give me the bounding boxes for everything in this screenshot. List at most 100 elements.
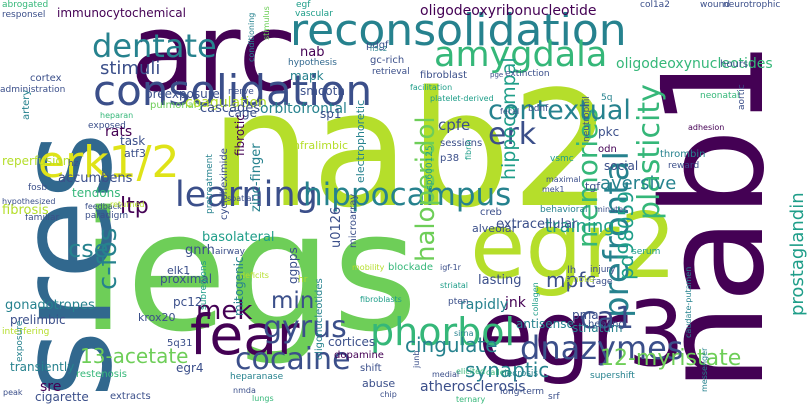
word-administration: administration — [0, 85, 66, 95]
word-rage: rage — [592, 277, 613, 287]
word-pulmonary: pulmonary — [150, 100, 204, 111]
word-cascades: cascades — [200, 101, 261, 116]
word-acetate13: 13-acetate — [80, 344, 189, 368]
word-atf3: atf3 — [124, 147, 146, 160]
word-elicited: elicited — [456, 367, 486, 376]
word-social: social — [604, 159, 639, 173]
word-cycloheximide: cycloheximide — [219, 148, 230, 220]
word-abrogated: abrogated — [2, 0, 49, 10]
word-tendons: tendons — [72, 186, 121, 200]
word-rapidly: rapidly — [460, 297, 509, 313]
word-prostaglandin: prostaglandin — [787, 192, 808, 316]
word-feedback: feedback — [85, 202, 122, 211]
word-training: training — [545, 216, 615, 237]
word-sirna: sirna — [454, 329, 474, 338]
word-igf1r: igf-1r — [440, 263, 461, 272]
word-col1a2: col1a2 — [640, 0, 670, 10]
word-reward: reward — [668, 161, 700, 171]
word-chip: chip — [380, 390, 397, 399]
word-ltp: ltp — [120, 194, 149, 219]
word-task: task — [120, 134, 146, 148]
word-antisense: antisense — [516, 317, 574, 331]
word-phorbol: phorbol — [370, 310, 516, 354]
word-restenosis: restenosis — [76, 369, 127, 380]
word-behavioral: behavioral — [540, 205, 588, 215]
word-fibrotic: fibrotic — [233, 114, 247, 156]
word-fibroblast: fibroblast — [420, 70, 468, 81]
word-cage: cage — [228, 106, 257, 120]
word-spatial: spatial — [227, 194, 254, 203]
word-q31: 5q31 — [167, 338, 193, 349]
word-adhesion: adhesion — [688, 123, 725, 132]
word-fibroblasts-b: fibroblasts — [360, 295, 402, 304]
word-heparan: heparan — [100, 111, 134, 120]
word-sp1: sp1 — [320, 107, 342, 121]
word-dentate: dentate — [92, 27, 217, 65]
word-heparanase: heparanase — [230, 372, 284, 382]
word-mek1: mek1 — [542, 185, 565, 194]
word-mitogenic: mitogenic — [232, 256, 246, 316]
word-airway: airway — [215, 247, 245, 257]
word-collagen: collagen — [531, 282, 540, 316]
word-proximal: proximal — [160, 272, 213, 286]
word-interfering: interfering — [2, 327, 50, 337]
word-exposed: exposed — [88, 121, 126, 131]
word-pma: pma — [572, 308, 599, 322]
word-krox20: krox20 — [138, 311, 176, 324]
word-neutrophil: neutrophil — [582, 96, 592, 142]
word-lungs: lungs — [252, 394, 274, 403]
word-egf: egf — [296, 0, 311, 10]
word-vascular: vascular — [295, 9, 333, 19]
word-ternary: ternary — [456, 395, 486, 404]
word-arc: arc — [130, 0, 298, 116]
word-prelimbic: prelimbic — [10, 313, 66, 327]
word-lasting: lasting — [478, 273, 522, 288]
word-smoke: smoke — [565, 275, 595, 285]
word-atherosclerosis: atherosclerosis — [420, 379, 526, 395]
word-microarray: microarray — [348, 193, 359, 248]
word-egr2: egr2 — [470, 194, 677, 299]
word-hippocampus: hippocampus — [303, 177, 512, 213]
word-peak: peak — [3, 388, 23, 397]
word-medial: medial — [432, 370, 460, 379]
word-necrosis: necrosis — [501, 369, 539, 379]
word-electrophoretic: electrophoretic — [354, 99, 367, 183]
word-minutes: minutes — [595, 205, 628, 214]
word-facilitation: facilitation — [410, 83, 453, 92]
word-cingulate: cingulate — [405, 333, 498, 357]
word-basolateral: basolateral — [202, 230, 275, 245]
word-immuno: immunocytochemical — [57, 6, 186, 20]
word-min: min — [271, 288, 315, 314]
word-tgf: tgf — [585, 180, 601, 193]
word-striatal: striatal — [440, 281, 468, 290]
word-messenger: messenger — [700, 347, 709, 392]
word-cse: cse — [68, 235, 109, 263]
word-erk1-2: erk1/2 — [38, 137, 180, 188]
word-injury: injury — [590, 265, 616, 275]
word-mek: mek — [196, 296, 253, 326]
word-gonadotropes: gonadotropes — [5, 298, 95, 313]
word-oligonucleotides: oligonucleotides — [314, 278, 325, 360]
word-maximal: maximal — [546, 175, 581, 184]
word-reperfusion: reperfusion — [2, 154, 71, 168]
word-jnk: jnk — [505, 295, 526, 311]
word-odn: odn — [598, 144, 617, 155]
word-retrieval: retrieval — [372, 67, 410, 77]
word-cocaine: cocaine — [235, 342, 351, 377]
word-pretreatment: pretreatment — [205, 154, 215, 214]
word-pc12: pc12 — [173, 295, 203, 309]
word-iegs: iegs — [80, 176, 419, 368]
word-synaptic: synaptic — [465, 358, 550, 382]
word-calleja: calleja — [486, 368, 512, 377]
word-pge: pge — [490, 71, 504, 79]
word-gyrus: gyrus — [263, 310, 347, 345]
word-cfos: c-fos — [93, 227, 123, 290]
word-transiently: transiently — [10, 360, 75, 374]
word-orbitofrontal: orbitofrontal — [260, 101, 347, 117]
word-shift: shift — [360, 363, 382, 374]
word-gc-rich: gc-rich — [370, 55, 405, 66]
word-erk: erk — [488, 117, 537, 152]
word-creb: creb — [480, 207, 502, 218]
word-hypothesis: hypothesis — [288, 58, 337, 68]
